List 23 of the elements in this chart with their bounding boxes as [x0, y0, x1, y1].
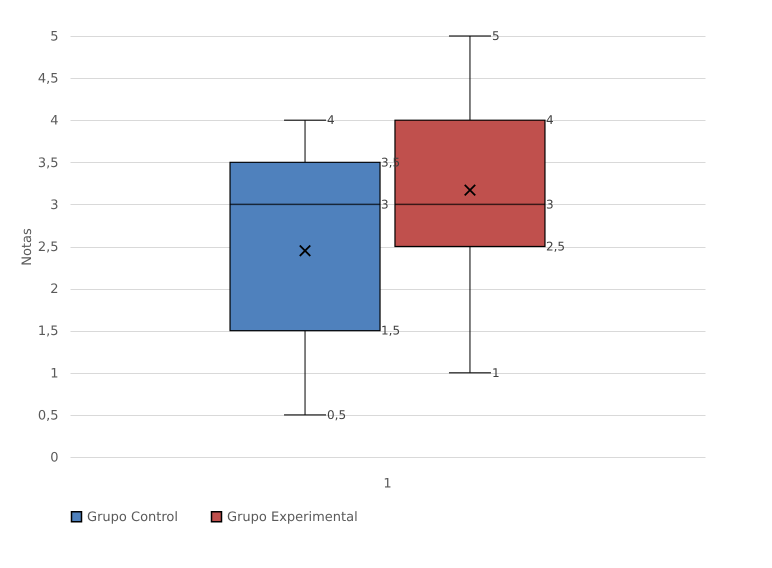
- y-axis-title: Notas: [20, 228, 35, 266]
- annotation: 5: [492, 29, 500, 43]
- y-tick-label: 3,5: [38, 156, 58, 171]
- y-tick-label: 0: [50, 450, 58, 466]
- y-tick-label: 1: [50, 366, 58, 382]
- y-tick-label: 1,5: [38, 324, 58, 340]
- annotation: 1: [492, 366, 500, 380]
- y-tick-label: 4,5: [38, 72, 58, 87]
- annotation: 0,5: [327, 408, 346, 422]
- legend-label: Grupo Control: [87, 510, 178, 525]
- y-tick-label: 2: [50, 282, 58, 298]
- annotation: 4: [327, 113, 335, 128]
- annotation: 1,5: [381, 324, 400, 338]
- annotation: 2,5: [546, 240, 566, 254]
- annotation: 4: [546, 113, 554, 128]
- y-tick-label: 4: [50, 114, 58, 129]
- annotation: 3: [381, 197, 389, 212]
- y-tick-label: 3: [50, 198, 58, 213]
- y-tick-label: 0,5: [38, 408, 58, 424]
- legend-label: Grupo Experimental: [227, 510, 358, 525]
- y-tick-label: 2,5: [38, 240, 58, 255]
- annotation: 3: [546, 197, 554, 212]
- y-tick-label: 5: [50, 30, 58, 44]
